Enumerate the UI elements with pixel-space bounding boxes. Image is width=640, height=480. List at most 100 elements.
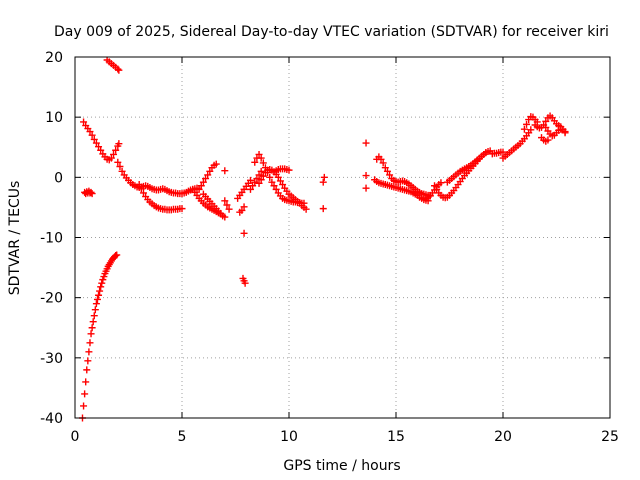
- data-point: [362, 172, 370, 180]
- data-point: [95, 143, 103, 151]
- data-point: [274, 173, 282, 181]
- data-points: [78, 56, 569, 422]
- data-point: [85, 348, 93, 356]
- data-point: [80, 402, 88, 410]
- series-sat-aa: [443, 147, 494, 186]
- data-point: [362, 139, 370, 147]
- data-point: [97, 146, 105, 154]
- data-point: [221, 167, 229, 175]
- data-point: [83, 366, 91, 374]
- axes: 0 5 10 15 20 25 -40 -30 -20 -10 0 10 20: [40, 50, 619, 445]
- data-point: [204, 171, 212, 179]
- data-point: [88, 131, 96, 139]
- x-axis-label: GPS time / hours: [283, 458, 400, 474]
- data-point: [89, 318, 97, 326]
- data-point: [259, 159, 267, 167]
- series-sat-u: [319, 173, 328, 213]
- series-sat-q: [246, 167, 265, 193]
- series-sat-a: [78, 251, 121, 422]
- x-tick-label: 5: [178, 429, 187, 445]
- data-point: [377, 155, 385, 163]
- data-point: [178, 205, 186, 213]
- series-sat-h: [195, 160, 220, 193]
- series-sat-f: [135, 181, 186, 214]
- data-point: [255, 179, 263, 187]
- data-point: [98, 279, 106, 287]
- data-point: [80, 118, 88, 126]
- data-point: [212, 160, 220, 168]
- data-point: [195, 185, 203, 193]
- data-point: [113, 251, 121, 259]
- data-point: [88, 324, 96, 332]
- series-sat-ab: [488, 148, 507, 158]
- data-point: [251, 158, 259, 166]
- x-tick-label: 20: [494, 429, 512, 445]
- data-point: [255, 150, 263, 158]
- y-tick-label: 20: [45, 50, 63, 66]
- data-point: [110, 150, 118, 158]
- series-sat-t: [270, 165, 293, 176]
- data-point: [97, 283, 105, 291]
- data-point: [561, 128, 569, 136]
- data-point: [223, 201, 231, 209]
- series-sat-j: [199, 190, 229, 221]
- series-sat-m: [234, 176, 254, 202]
- series-sat-p: [239, 274, 249, 287]
- series-sat-g: [161, 184, 201, 198]
- data-point: [285, 166, 293, 174]
- data-point: [520, 125, 528, 133]
- data-point: [302, 205, 310, 213]
- data-point: [202, 175, 210, 183]
- data-point: [96, 287, 104, 295]
- series-sat-d: [103, 56, 123, 74]
- data-point: [542, 123, 550, 131]
- series-sat-v: [362, 139, 370, 192]
- data-point: [118, 167, 126, 175]
- data-point: [238, 206, 246, 214]
- x-tick-label: 25: [601, 429, 619, 445]
- data-point: [88, 190, 96, 198]
- series-sat-x: [371, 176, 432, 205]
- data-point: [225, 205, 233, 213]
- y-tick-label: 0: [54, 170, 63, 186]
- data-point: [116, 163, 124, 171]
- series-sat-c: [80, 118, 123, 164]
- data-point: [87, 188, 95, 196]
- data-point: [93, 295, 101, 303]
- data-point: [383, 167, 391, 175]
- series-sat-b: [81, 187, 96, 198]
- data-point: [246, 185, 254, 193]
- data-point: [276, 177, 284, 185]
- series-sat-n: [236, 203, 248, 216]
- data-point: [206, 167, 214, 175]
- chart-title: Day 009 of 2025, Sidereal Day-to-day VTE…: [54, 24, 609, 40]
- data-point: [523, 120, 531, 128]
- data-point: [240, 229, 248, 237]
- series-sat-k: [221, 197, 233, 213]
- data-point: [379, 159, 387, 167]
- data-point: [544, 136, 552, 144]
- data-point: [266, 173, 274, 181]
- y-tick-label: -20: [40, 291, 63, 307]
- grid: [75, 57, 610, 418]
- data-point: [95, 291, 103, 299]
- data-point: [91, 306, 99, 314]
- data-point: [114, 158, 122, 166]
- data-point: [92, 300, 100, 308]
- series-sat-af: [542, 123, 569, 140]
- data-point: [139, 189, 147, 197]
- data-point: [319, 178, 327, 186]
- data-point: [259, 172, 267, 180]
- data-point: [221, 213, 229, 221]
- y-tick-label: -40: [40, 411, 63, 427]
- data-point: [115, 140, 123, 148]
- data-point: [86, 128, 94, 136]
- data-point: [112, 146, 120, 154]
- data-point: [431, 182, 439, 190]
- data-point: [240, 203, 248, 211]
- y-axis-label: SDTVAR / TECUs: [7, 181, 23, 296]
- data-point: [499, 148, 507, 156]
- y-tick-label: -30: [40, 351, 63, 367]
